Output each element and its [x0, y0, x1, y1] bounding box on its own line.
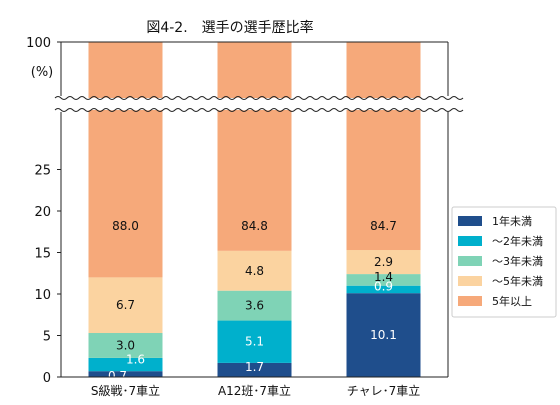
- data-label: 0.7: [108, 369, 127, 383]
- bar-segment: [88, 277, 163, 334]
- bar-segment: [217, 42, 292, 251]
- bar-segment: [346, 250, 421, 275]
- axis-break-line-lower: [54, 108, 464, 112]
- data-label: 84.8: [241, 219, 268, 233]
- legend-box: [451, 206, 557, 318]
- bar-segment: [346, 285, 421, 294]
- y-tick-label: 0: [43, 371, 51, 386]
- bar-segment: [88, 371, 163, 377]
- legend-swatch: [458, 216, 482, 226]
- legend-swatch: [458, 236, 482, 246]
- bar-segment: [217, 290, 292, 321]
- legend-entry-label: ～2年未満: [492, 234, 543, 248]
- axes-group: S級戦･7車立 A12班･7車立 チャレ･7車立 0 5 10 15 20 25 100: [26, 36, 464, 398]
- x-tick-label: S級戦･7車立: [91, 383, 160, 398]
- bar-segment: [346, 42, 421, 251]
- legend-swatch: [458, 296, 482, 306]
- y-tick-label: 20: [34, 205, 51, 220]
- axis-break-fill: [55, 98, 454, 110]
- data-label: 3.6: [245, 299, 264, 313]
- data-label: 88.0: [112, 219, 139, 233]
- data-label: 1.4: [374, 270, 393, 284]
- data-label: 1.7: [245, 360, 264, 374]
- data-label: 6.7: [116, 298, 135, 312]
- y-tick-label: 10: [34, 288, 51, 303]
- legend-entry-label: ～3年未満: [492, 254, 543, 268]
- y-tick-label: 15: [34, 247, 51, 262]
- bar-segment: [346, 274, 421, 286]
- legend: 1年未満 ～2年未満 ～3年未満 ～5年未満 5年以上: [451, 206, 557, 318]
- bars-group: 0.7 1.63.0 6.7 88.0 1.7 5.1 3.6 4.8 84.8 10.1 0.91…: [88, 42, 421, 383]
- bar-segment: [217, 362, 292, 377]
- bar-segment: [88, 42, 163, 278]
- legend-entry-label: 1年未満: [492, 214, 532, 228]
- data-label: 0.9: [374, 279, 393, 293]
- y-tick-label: 25: [34, 164, 51, 179]
- data-label: 10.1: [370, 328, 397, 342]
- y-tick-label: 5: [43, 330, 51, 345]
- bar-segment: [88, 333, 163, 358]
- chart-title: 図4-2. 選手の選手歴比率: [146, 19, 313, 36]
- y-axis-unit-label: (%): [31, 65, 54, 80]
- bar-segment: [88, 357, 163, 372]
- data-label: 2.9: [374, 255, 393, 269]
- bar-segment: [217, 320, 292, 363]
- data-label: 5.1: [245, 335, 264, 349]
- legend-entry-label: 5年以上: [492, 294, 532, 308]
- axis-break-line-upper: [54, 96, 464, 100]
- legend-swatch: [458, 256, 482, 266]
- data-label: 4.8: [245, 264, 264, 278]
- legend-entry-label: ～5年未満: [492, 274, 543, 288]
- x-tick-label: チャレ･7車立: [347, 383, 421, 398]
- data-label: 84.7: [370, 219, 397, 233]
- x-tick-label: A12班･7車立: [218, 383, 291, 398]
- y-tick-label: 100: [26, 36, 51, 51]
- data-label: 1.6: [126, 353, 145, 367]
- data-label: 3.0: [116, 338, 135, 352]
- legend-swatch: [458, 276, 482, 286]
- bar-segment: [346, 293, 421, 377]
- bar-segment: [217, 250, 292, 291]
